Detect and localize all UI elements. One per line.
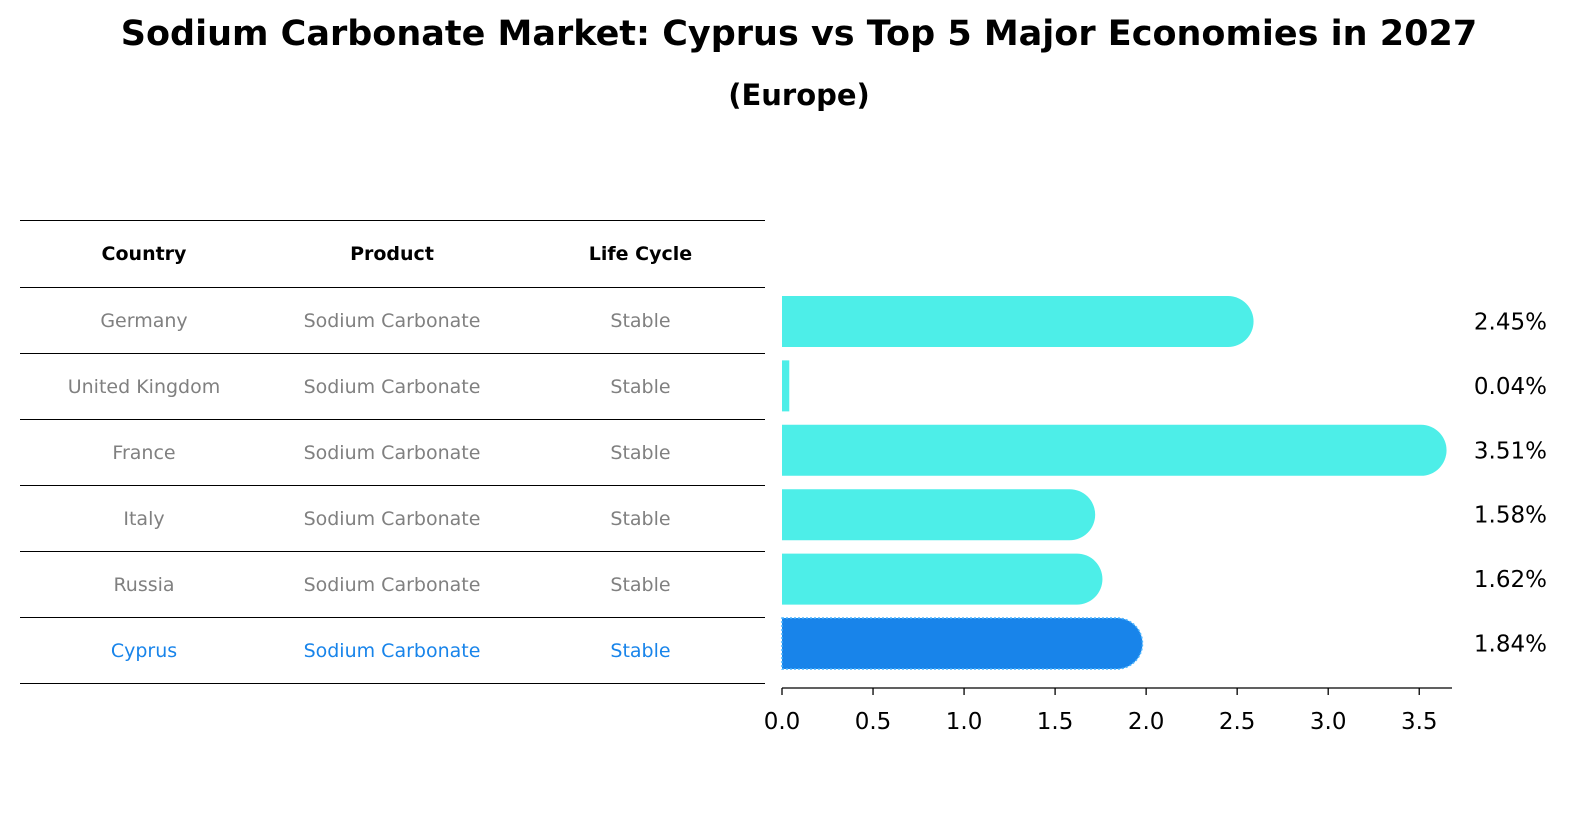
table-row: Russia Sodium Carbonate Stable	[20, 551, 765, 618]
cell-product: Sodium Carbonate	[268, 353, 516, 420]
cell-country: Italy	[20, 485, 268, 552]
cell-life-cycle: Stable	[516, 353, 765, 420]
cell-country: France	[20, 419, 268, 486]
bar	[782, 424, 1447, 476]
cell-life-cycle: Stable	[516, 485, 765, 552]
table-header-row: Country Product Life Cycle	[20, 220, 765, 288]
data-label: 2.45%	[1474, 310, 1547, 336]
table-row: United Kingdom Sodium Carbonate Stable	[20, 353, 765, 420]
header-country: Country	[20, 220, 268, 288]
country-table: Country Product Life Cycle Germany Sodiu…	[20, 220, 765, 684]
cell-life-cycle: Stable	[516, 419, 765, 486]
x-tick-label: 2.0	[1128, 709, 1165, 735]
x-tick-label: 1.5	[1037, 709, 1074, 735]
cell-life-cycle: Stable	[516, 551, 765, 618]
data-label: 1.62%	[1474, 567, 1547, 593]
cell-product: Sodium Carbonate	[268, 419, 516, 486]
bar	[782, 553, 1103, 605]
bar	[782, 489, 1096, 541]
table-row: Italy Sodium Carbonate Stable	[20, 485, 765, 552]
data-label: 0.04%	[1474, 374, 1547, 400]
table-row: Germany Sodium Carbonate Stable	[20, 287, 765, 354]
cell-life-cycle: Stable	[516, 287, 765, 354]
header-life-cycle: Life Cycle	[516, 220, 765, 288]
cell-product: Sodium Carbonate	[268, 551, 516, 618]
cell-life-cycle: Stable	[516, 617, 765, 684]
bar-highlight	[781, 617, 1144, 670]
chart-title: Sodium Carbonate Market: Cyprus vs Top 5…	[120, 14, 1478, 54]
cell-country: Russia	[20, 551, 268, 618]
bar	[782, 296, 1254, 347]
data-label: 3.51%	[1474, 438, 1547, 464]
data-label: 1.58%	[1474, 503, 1547, 529]
x-tick-label: 2.5	[1219, 709, 1256, 735]
cell-product: Sodium Carbonate	[268, 617, 516, 684]
bar	[782, 360, 790, 412]
cell-country: Cyprus	[20, 617, 268, 684]
header-product: Product	[268, 220, 516, 288]
data-label: 1.84%	[1474, 632, 1547, 658]
x-tick-label: 0.5	[855, 709, 892, 735]
x-tick-label: 0.0	[764, 709, 801, 735]
chart-subtitle: (Europe)	[728, 78, 870, 112]
cell-product: Sodium Carbonate	[268, 287, 516, 354]
table-row-highlight: Cyprus Sodium Carbonate Stable	[20, 617, 765, 684]
table-row: France Sodium Carbonate Stable	[20, 419, 765, 486]
x-tick-label: 3.0	[1310, 709, 1347, 735]
cell-country: Germany	[20, 287, 268, 354]
cell-country: United Kingdom	[20, 353, 268, 420]
x-tick-label: 1.0	[946, 709, 983, 735]
cell-product: Sodium Carbonate	[268, 485, 516, 552]
x-tick-label: 3.5	[1401, 709, 1438, 735]
